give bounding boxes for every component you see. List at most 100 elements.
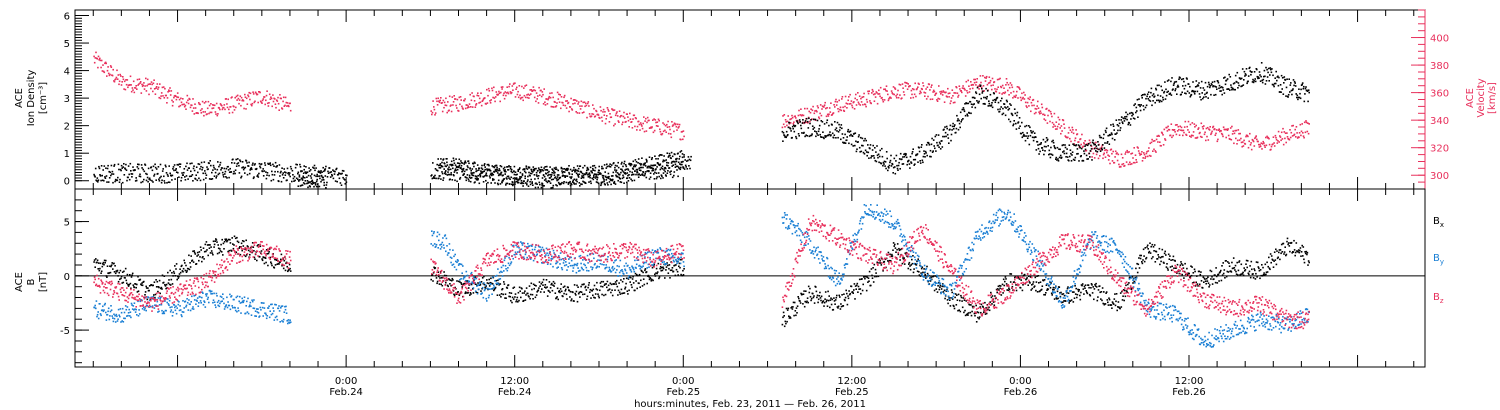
velocity-point (1277, 140, 1279, 142)
Bx-point (114, 265, 116, 267)
Bx-point (621, 292, 623, 295)
velocity-point (656, 121, 659, 123)
density-point (923, 150, 925, 152)
velocity-point (1277, 130, 1280, 133)
Bx-point (165, 287, 167, 290)
density-point (686, 168, 689, 170)
density-point (1156, 99, 1158, 102)
velocity-point (486, 102, 489, 104)
density-point (866, 154, 868, 157)
velocity-point (876, 92, 878, 94)
density-point (661, 175, 663, 177)
Bx-point (848, 293, 851, 296)
density-point (561, 181, 563, 184)
density-point (447, 173, 450, 176)
velocity-point (477, 95, 480, 97)
Bx-point (118, 271, 120, 274)
density-point (576, 173, 579, 176)
density-point (1286, 78, 1288, 80)
density-point (470, 173, 473, 175)
density-point (297, 171, 300, 174)
Bx-point (275, 259, 278, 261)
velocity-point (491, 89, 494, 92)
density-point (841, 133, 844, 135)
density-point (565, 181, 568, 184)
Bx-point (528, 296, 530, 298)
density-point (536, 170, 539, 172)
density-point (606, 176, 608, 179)
density-point (795, 135, 797, 138)
density-point (306, 176, 308, 178)
density-point (864, 137, 866, 140)
velocity-point (475, 104, 477, 106)
density-point (640, 166, 643, 169)
velocity-point (788, 123, 791, 125)
density-point (504, 173, 506, 175)
density-point (1179, 77, 1181, 79)
density-point (635, 173, 637, 176)
density-point (570, 177, 572, 180)
velocity-point (643, 116, 645, 118)
density-point (681, 156, 684, 159)
Bx-point (464, 292, 466, 295)
Bx-point (504, 297, 506, 299)
density-point (492, 178, 494, 180)
density-point (500, 165, 503, 168)
density-point (636, 168, 639, 171)
density-point (1198, 82, 1200, 84)
velocity-point (156, 83, 159, 85)
velocity-point (107, 72, 110, 75)
velocity-point (1128, 151, 1130, 153)
velocity-point (1085, 149, 1088, 152)
density-point (1000, 106, 1002, 108)
Bx-point (613, 283, 616, 285)
density-point (560, 182, 562, 185)
density-point (1305, 86, 1307, 88)
density-point (804, 120, 807, 122)
velocity-point (927, 95, 929, 98)
velocity-point (1038, 111, 1040, 113)
velocity-point (175, 95, 177, 97)
Bx-point (443, 274, 446, 277)
density-point (543, 167, 545, 169)
density-point (1163, 91, 1165, 94)
density-point (792, 127, 794, 130)
density-point (791, 125, 794, 128)
velocity-point (431, 111, 434, 114)
density-point (1006, 100, 1008, 103)
Bx-point (189, 262, 191, 264)
velocity-point (911, 93, 913, 96)
velocity-point (177, 96, 180, 99)
density-point (1157, 94, 1159, 97)
velocity-point (666, 123, 668, 126)
density-point (817, 130, 820, 133)
Bx-point (179, 268, 181, 270)
Bx-point (565, 288, 567, 291)
velocity-point (266, 102, 269, 105)
Bx-point (112, 268, 114, 270)
velocity-tick-label: 300 (1430, 171, 1449, 182)
density-point (1134, 103, 1136, 105)
density-point (197, 171, 199, 174)
velocity-point (1109, 162, 1111, 165)
Bx-point (542, 278, 545, 281)
density-point (1283, 76, 1286, 78)
Bx-point (610, 291, 612, 294)
density-point (234, 169, 237, 171)
Bx-point (805, 290, 807, 292)
density-point (590, 182, 592, 185)
density-point (568, 173, 571, 175)
Bx-point (782, 311, 785, 314)
Bx-point (806, 297, 809, 299)
density-point (1110, 124, 1112, 126)
density-point (861, 137, 864, 140)
density-point (240, 175, 243, 178)
velocity-point (1006, 81, 1008, 84)
Bx-point (583, 293, 586, 295)
density-point (141, 167, 143, 169)
velocity-point (1032, 98, 1035, 101)
Bx-point (493, 288, 496, 291)
density-point (1260, 75, 1262, 78)
velocity-point (1145, 152, 1148, 155)
Bx-point (470, 293, 472, 295)
